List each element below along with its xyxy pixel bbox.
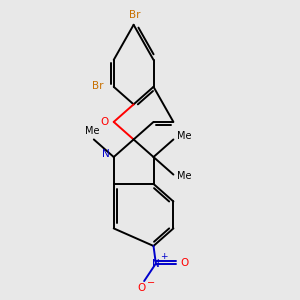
Text: +: + — [160, 253, 167, 262]
Text: Me: Me — [177, 131, 191, 141]
Text: Br: Br — [129, 11, 140, 20]
Text: O: O — [101, 117, 109, 127]
Text: N: N — [102, 148, 110, 158]
Text: −: − — [147, 278, 155, 288]
Text: O: O — [181, 258, 189, 268]
Text: Br: Br — [92, 81, 103, 91]
Text: Me: Me — [85, 126, 100, 136]
Text: Me: Me — [177, 171, 191, 181]
Text: O: O — [138, 283, 146, 293]
Text: N: N — [152, 259, 159, 269]
